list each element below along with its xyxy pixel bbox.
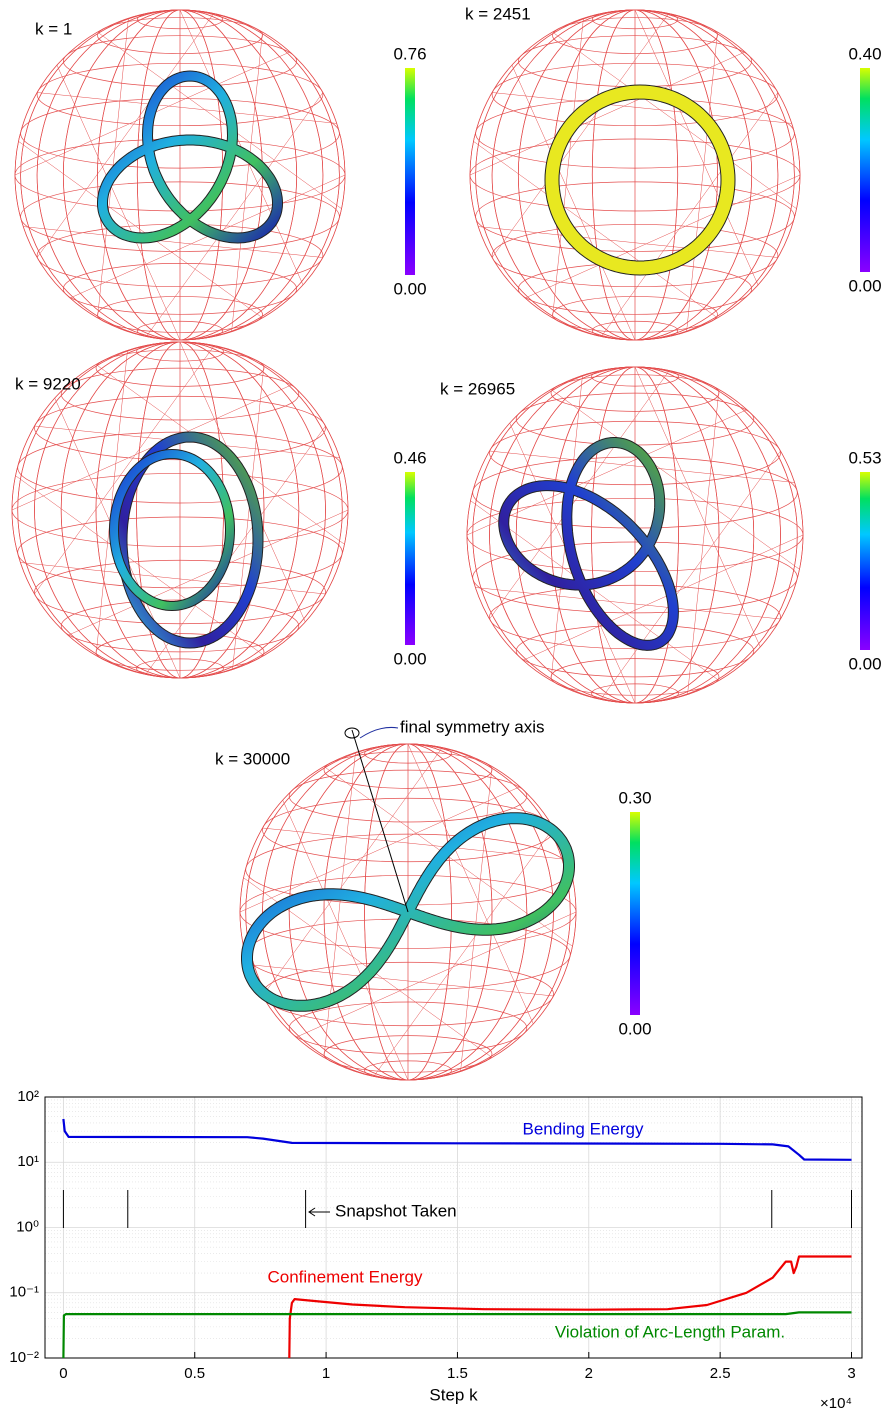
annotation-leader xyxy=(360,727,398,738)
diagonal xyxy=(20,563,325,594)
x-tick-label: 2 xyxy=(585,1365,593,1382)
diagonal xyxy=(324,752,355,1057)
series-label: Confinement Energy xyxy=(268,1267,423,1286)
x-tick-label: 1 xyxy=(322,1365,330,1382)
colorbar xyxy=(860,472,870,650)
panel-label: k = 26965 xyxy=(440,379,515,398)
colorbar-label: 0.46 xyxy=(393,448,426,467)
colorbar-label: 0.76 xyxy=(393,44,426,63)
colorbar xyxy=(405,68,415,275)
diagonal xyxy=(473,141,717,318)
x-tick-label: 3 xyxy=(847,1365,855,1382)
diagonal xyxy=(37,93,337,124)
y-tick-label: 10⁻² xyxy=(9,1349,39,1366)
colorbar-label: 0.00 xyxy=(848,276,881,295)
diagonal xyxy=(688,390,719,695)
diagonal xyxy=(492,13,669,257)
diagonal xyxy=(478,227,778,258)
diagonal xyxy=(232,32,263,332)
colorbar-label: 0.00 xyxy=(848,654,881,673)
panel-label: k = 2451 xyxy=(465,4,531,23)
x-tick-label: 2.5 xyxy=(710,1365,731,1382)
x-tick-label: 0 xyxy=(59,1365,67,1382)
colorbar xyxy=(860,68,870,272)
wireframe-sphere xyxy=(470,10,800,340)
diagonal xyxy=(263,748,443,996)
colorbar-label: 0.40 xyxy=(848,44,881,63)
colorbar-label: 0.53 xyxy=(848,448,881,467)
diagonal xyxy=(687,32,718,332)
y-tick-label: 10⁻¹ xyxy=(9,1284,39,1301)
wireframe-sphere xyxy=(15,10,345,340)
snapshot-arrow xyxy=(309,1208,330,1216)
colorbar-label: 0.00 xyxy=(393,649,426,668)
diagonal xyxy=(374,828,554,1076)
y-tick-label: 10⁰ xyxy=(16,1218,39,1235)
colorbar xyxy=(405,472,415,645)
colorbar-label: 0.00 xyxy=(393,279,426,298)
axis-annotation: final symmetry axis xyxy=(400,717,545,736)
diagonal xyxy=(475,588,780,619)
x-multiplier: ×10⁴ xyxy=(820,1395,852,1412)
x-tick-label: 0.5 xyxy=(184,1365,205,1382)
diagonal xyxy=(240,787,520,912)
diagonal xyxy=(461,767,492,1072)
series-label: Bending Energy xyxy=(523,1119,644,1138)
y-tick-label: 10¹ xyxy=(17,1153,39,1170)
knot-tube xyxy=(552,92,728,268)
series-label: Violation of Arc-Length Param. xyxy=(555,1322,785,1341)
y-tick-label: 10² xyxy=(17,1088,39,1105)
snapshot-label: Snapshot Taken xyxy=(335,1201,457,1220)
rotation-icon xyxy=(345,728,359,738)
diagonal xyxy=(248,965,553,996)
diagonal xyxy=(296,912,576,1037)
panel-label: k = 1 xyxy=(35,19,72,38)
colorbar xyxy=(630,812,640,1015)
x-tick-label: 1.5 xyxy=(447,1365,468,1382)
diagonal xyxy=(551,390,799,570)
panel-label: k = 9220 xyxy=(15,374,81,393)
colorbar-label: 0.00 xyxy=(618,1019,651,1038)
knot-tube xyxy=(114,454,230,606)
diagonal xyxy=(601,93,778,337)
diagonal xyxy=(263,828,568,859)
diagonal xyxy=(553,32,797,209)
x-axis-label: Step k xyxy=(429,1385,478,1404)
colorbar-label: 0.30 xyxy=(618,788,651,807)
panel-label: k = 30000 xyxy=(215,749,290,768)
